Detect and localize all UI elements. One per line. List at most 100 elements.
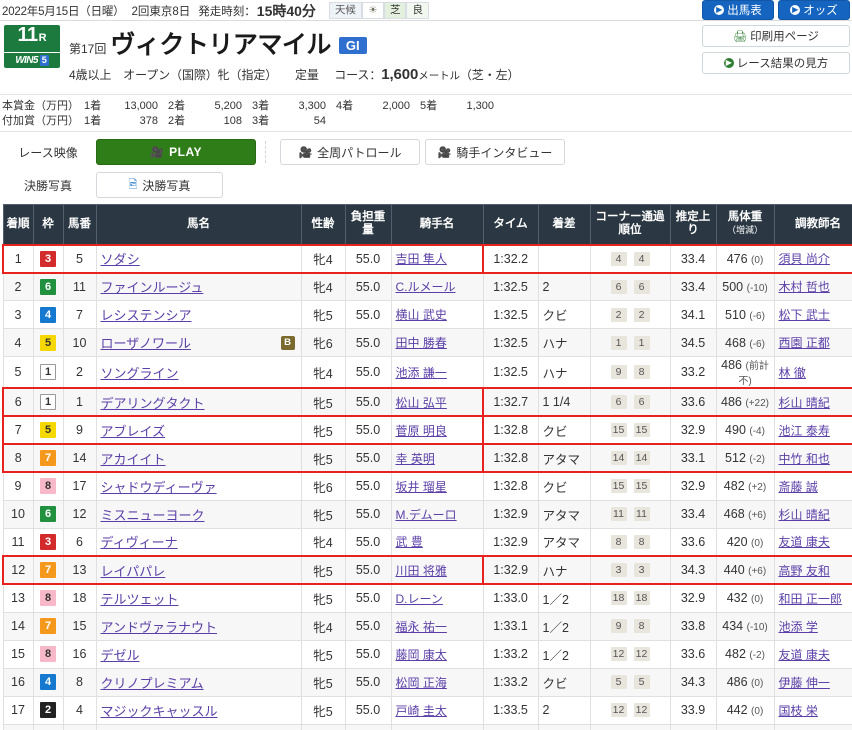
final-furlong: 34.1 [669, 300, 717, 329]
jockey-link[interactable]: 松山 弘平 [395, 395, 447, 410]
jockey-interview-button[interactable]: 🎥 騎手インタビュー [425, 139, 565, 165]
trainer-link[interactable]: 木村 哲也 [778, 280, 830, 295]
horse-name-link[interactable]: ディヴィーナ [100, 535, 178, 551]
horse-number: 8 [62, 667, 97, 697]
jockey-link[interactable]: D.レーン [395, 591, 443, 606]
sex-age: 牝5 [300, 583, 346, 613]
race-number-badge-wrap: 11 R WIN5 5 [4, 25, 60, 68]
table-row: 9 8 17 シャドウディーヴァ 牝6 55.0 坂井 瑠星 1:32.8 クビ 15 15 32.9… [2, 471, 852, 501]
entries-button[interactable]: ▶ 出馬表 [702, 0, 774, 20]
trainer-link[interactable]: 西園 正都 [778, 336, 830, 350]
patrol-video-button[interactable]: 🎥 全周パトロール [280, 139, 420, 165]
trainer-link[interactable]: 林 徹 [778, 365, 806, 380]
jockey-link[interactable]: 田中 勝春 [395, 336, 447, 350]
trainer-link[interactable]: 松下 武士 [778, 308, 830, 322]
corner-list: 12 12 [595, 647, 666, 661]
trainer-link[interactable]: 杉山 晴紀 [778, 395, 830, 410]
corner-position: 11 [633, 507, 650, 521]
table-header: 着順 枠 馬番 馬名 性齢 負担重量 騎手名 タイム 着差 コーナー通過順位 推… [2, 204, 852, 245]
header-horse-name: 馬名 [95, 204, 302, 245]
bracket-number: 4 [32, 300, 64, 329]
jockey-link[interactable]: 松岡 正海 [395, 675, 447, 690]
horse-name-link[interactable]: ローザノワール [100, 336, 191, 351]
horse-name-link[interactable]: テルツェット [100, 591, 179, 607]
trainer-link[interactable]: 斎藤 誠 [778, 479, 818, 494]
corner-positions: 11 11 [589, 499, 671, 529]
finish-photo-label: 決勝写真 [23, 178, 72, 193]
jockey-link[interactable]: 藤岡 康太 [395, 647, 447, 662]
corner-position: 4 [610, 251, 627, 266]
horse-name-link[interactable]: レシステンシア [100, 308, 192, 323]
jockey-link[interactable]: 坂井 瑠星 [395, 479, 447, 494]
horse-name-link[interactable]: ソングライン [100, 365, 179, 381]
horse-name-link[interactable]: デゼル [100, 647, 140, 663]
corner-position: 4 [633, 251, 650, 266]
corner-position: 6 [633, 279, 650, 294]
jockey-link[interactable]: 幸 英明 [395, 451, 435, 466]
win5-badge[interactable]: WIN5 5 [4, 53, 60, 68]
prize-rank: 5着 [420, 100, 438, 112]
horse-number: 2 [62, 356, 97, 389]
trainer-link[interactable]: 国枝 栄 [778, 703, 818, 718]
finish-photo-button[interactable]: 🖻 決勝写真 [96, 172, 223, 198]
horse-name-link[interactable]: アンドヴァラナウト [100, 619, 217, 635]
table-row: 12 7 13 レイパパレ 牝5 55.0 川田 将雅 1:32.9 ハナ 3 3 34.3 440 (… [2, 555, 852, 585]
print-page-button[interactable]: 🖨 印刷用ページ [702, 25, 850, 47]
margin: アタマ [537, 499, 591, 529]
how-to-read-button[interactable]: ▶ レース結果の見方 [702, 52, 850, 74]
horse-name-link[interactable]: ソダシ [100, 252, 140, 267]
jockey-link[interactable]: 川田 将雅 [395, 563, 447, 578]
trainer-link[interactable]: 中竹 和也 [778, 451, 830, 466]
horse-name-link[interactable]: シャドウディーヴァ [100, 479, 217, 495]
trainer-link[interactable]: 友道 康夫 [778, 647, 830, 662]
horse-name-link[interactable]: デアリングタクト [100, 395, 205, 411]
trainer-cell: 中竹 和也 [773, 443, 852, 473]
jockey-link[interactable]: 吉田 隼人 [395, 252, 447, 266]
horse-name-link[interactable]: レイパパレ [100, 563, 166, 579]
horse-name-link[interactable]: アカイイト [100, 451, 166, 467]
horse-name-cell: レシステンシア [95, 300, 302, 329]
horse-name-link[interactable]: ミスニューヨーク [100, 507, 205, 523]
jockey-cell: 坂井 瑠星 [390, 471, 484, 501]
trainer-link[interactable]: 伊藤 伸一 [778, 675, 830, 690]
trainer-cell: 池江 泰寿 [773, 415, 852, 445]
horse-name-link[interactable]: アブレイズ [100, 423, 166, 439]
horse-name-link[interactable]: ファインルージュ [100, 280, 204, 296]
finish-position: 12 [2, 555, 34, 585]
horse-name-cell: デゼル [95, 639, 302, 669]
bracket-number: 2 [32, 695, 64, 725]
trainer-link[interactable]: 友道 康夫 [778, 535, 830, 550]
play-button[interactable]: 🎥 PLAY [96, 139, 256, 165]
trainer-link[interactable]: 須貝 尚介 [778, 252, 830, 266]
jockey-link[interactable]: 戸崎 圭太 [395, 703, 447, 718]
trainer-link[interactable]: 和田 正一郎 [778, 591, 842, 606]
sex-age: 牝4 [300, 611, 346, 641]
trainer-link[interactable]: 池添 学 [778, 619, 818, 634]
weight-carried: 55.0 [344, 328, 392, 357]
final-furlong: 34.3 [669, 555, 717, 585]
jockey-link[interactable]: 武 豊 [395, 535, 423, 550]
jockey-link[interactable]: 池添 謙一 [395, 365, 447, 380]
jockey-link[interactable]: 菅原 明良 [395, 423, 447, 438]
jockey-link[interactable]: 横山 武史 [395, 308, 447, 322]
corner-position: 5 [610, 675, 627, 689]
horse-weight-delta: (-2) [749, 650, 765, 661]
trainer-link[interactable]: 杉山 晴紀 [778, 507, 830, 522]
jockey-link[interactable]: C.ルメール [395, 280, 456, 295]
jockey-link[interactable]: M.デムーロ [395, 507, 457, 522]
trainer-link[interactable]: 高野 友和 [778, 563, 830, 578]
jockey-link[interactable]: 福永 祐一 [395, 619, 447, 634]
horse-number: 15 [62, 611, 97, 641]
odds-button[interactable]: ▶ オッズ [778, 0, 850, 20]
jockey-cell: 吉田 隼人 [390, 243, 484, 274]
header-bracket: 枠 [32, 204, 64, 245]
race-meeting: 2回東京8日 [131, 5, 191, 18]
horse-number: 10 [62, 328, 97, 357]
corner-position: 18 [610, 591, 627, 606]
horse-name-link[interactable]: マジックキャッスル [100, 703, 218, 719]
table-row: 7 5 9 アブレイズ 牝5 55.0 菅原 明良 1:32.8 クビ 15 15 32.9 490 (… [2, 415, 852, 445]
final-furlong: 33.9 [669, 723, 717, 730]
trainer-link[interactable]: 池江 泰寿 [778, 423, 830, 438]
horse-name-link[interactable]: クリノプレミアム [100, 675, 204, 691]
